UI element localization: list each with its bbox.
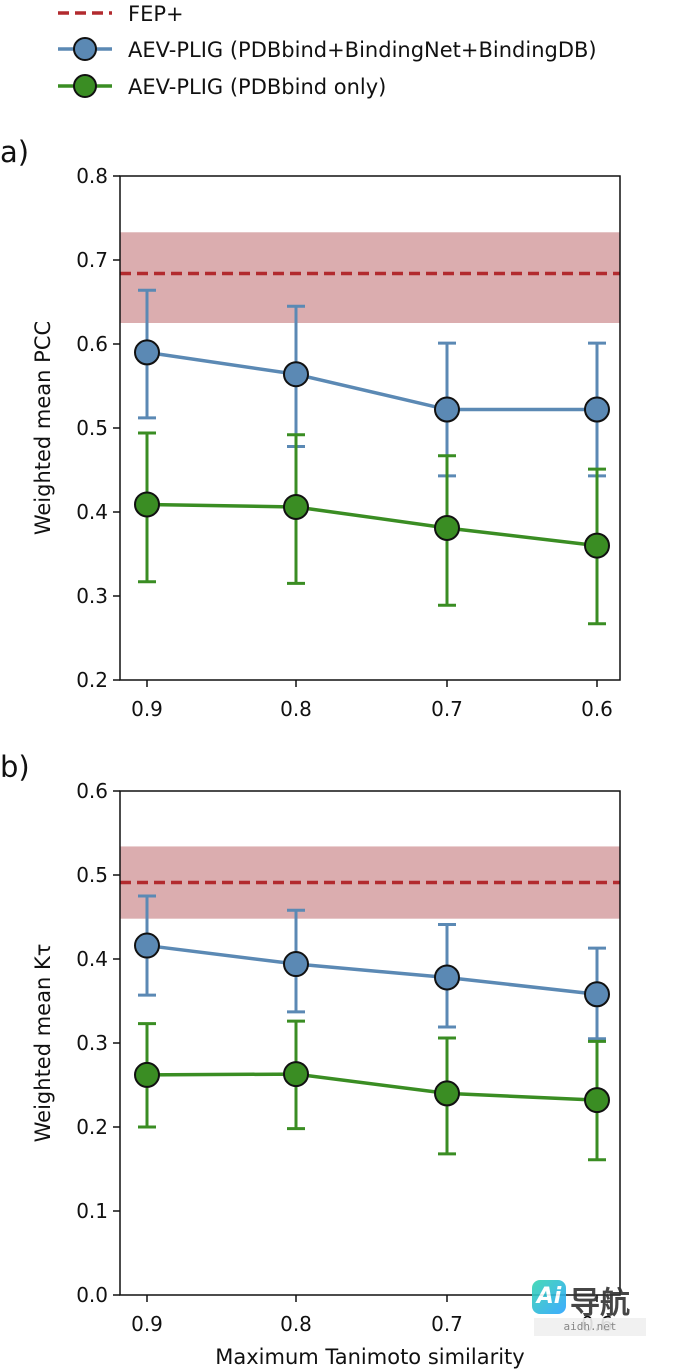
y-axis-label: Weighted mean Kτ [31,944,55,1143]
x-tick-label: 0.9 [131,697,163,721]
y-tick-label: 0.7 [76,248,108,272]
data-point [584,396,610,423]
panel-b: b)0.00.10.20.30.40.50.60.90.80.70.6Weigh… [0,750,621,1369]
data-point [434,514,460,541]
x-axis-label: Maximum Tanimoto similarity [215,1345,524,1369]
data-point [283,493,309,520]
watermark: Ai 导航 aidh.net [528,1278,654,1342]
legend-combined-label: AEV-PLIG (PDBbind+BindingNet+BindingDB) [128,38,597,62]
legend-pdbbind-marker [73,74,97,98]
data-point [134,1061,160,1088]
y-tick-label: 0.2 [76,668,108,692]
data-point [434,964,460,991]
y-tick-label: 0.2 [76,1115,108,1139]
data-point [134,932,160,959]
y-tick-label: 0.5 [76,416,108,440]
series-combined [134,288,610,478]
panel-a: a) 0.2 0.3 0.4 0.5 0.6 0.7 0.8 0.9 0.8 0.7 0.6 Weigh… [0,135,621,721]
x-tick-label: 0.9 [131,1312,163,1336]
data-point [434,396,460,423]
data-point [283,1061,309,1088]
plot-frame [119,175,621,681]
watermark-logo-icon: Ai [532,1280,566,1314]
series-combined [134,894,610,1041]
panel-label: a) [0,135,29,169]
data-point [134,339,160,366]
data-point [584,1087,610,1114]
series-pdbbind-only [134,431,610,626]
series-line [146,1072,598,1102]
y-tick-label: 0.0 [76,1283,108,1307]
data-point [283,361,309,388]
series-pdbbind-only [134,1019,610,1162]
legend-fep-label: FEP+ [128,2,184,26]
series-line [146,943,598,997]
y-tick-label: 0.4 [76,500,108,524]
legend-pdbbind-label: AEV-PLIG (PDBbind only) [128,75,386,99]
x-tick-label: 0.8 [280,1312,312,1336]
y-tick-label: 0.1 [76,1199,108,1223]
series-line [146,350,597,412]
data-point [584,981,610,1008]
panel-label: b) [0,750,30,784]
x-tick-label: 0.6 [581,697,613,721]
y-tick-label: 0.4 [76,947,108,971]
y-tick-label: 0.6 [76,332,108,356]
y-tick-label: 0.5 [76,863,108,887]
x-tick-label: 0.7 [431,697,463,721]
y-axis-label: Weighted mean PCC [31,321,55,535]
y-tick-label: 0.3 [76,1031,108,1055]
data-point [134,491,160,518]
plot-frame [119,790,621,1296]
watermark-title: 导航 [570,1286,630,1321]
y-tick-label: 0.6 [76,779,108,803]
data-point [434,1080,460,1107]
y-tick-label: 0.8 [76,164,108,188]
watermark-url: aidh.net [534,1318,646,1336]
x-tick-label: 0.8 [280,697,312,721]
data-point [584,532,610,559]
legend-combined-marker [73,37,97,61]
fep-confidence-band [120,232,620,323]
data-point [283,951,309,978]
y-tick-label: 0.3 [76,584,108,608]
legend: FEP+ AEV-PLIG (PDBbind+BindingNet+Bindin… [58,2,597,99]
x-tick-label: 0.7 [431,1312,463,1336]
series-line [146,502,598,548]
